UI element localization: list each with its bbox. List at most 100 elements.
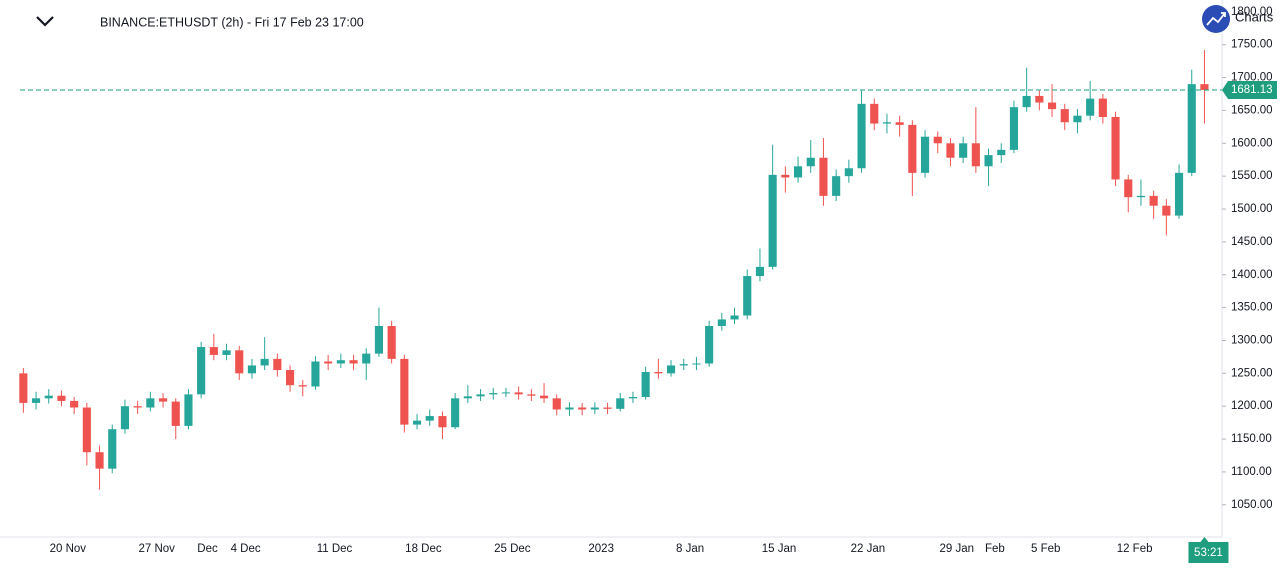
candle-body (793, 166, 803, 178)
candle-body (95, 452, 104, 469)
candle-body (616, 398, 625, 409)
candle-body (578, 407, 587, 410)
candle-body (590, 407, 599, 410)
candle-body (1111, 116, 1120, 180)
candle-body (1136, 195, 1146, 198)
candle-body (197, 347, 206, 395)
y-tick-label: 1500.00 (1231, 203, 1273, 215)
candle-body (1149, 195, 1158, 206)
candle-body (209, 347, 218, 355)
candle-body (628, 396, 638, 399)
collapse-chevron[interactable] (36, 16, 54, 27)
x-tick-label: 12 Feb (1117, 543, 1153, 555)
x-tick-label: 25 Dec (494, 543, 531, 555)
y-tick-label: 1100.00 (1231, 466, 1272, 478)
countdown-label: 53:21 (1194, 547, 1223, 559)
candle-body (1047, 102, 1057, 110)
candle-body (489, 393, 498, 395)
y-tick-label: 1250.00 (1231, 367, 1273, 379)
candle-body (984, 155, 993, 167)
candle-body (1073, 115, 1082, 123)
candle-body (946, 143, 955, 158)
candle-body (730, 315, 739, 320)
candle-body (19, 373, 28, 403)
candle-body (425, 416, 434, 421)
countdown-tag (1188, 537, 1229, 563)
y-tick-label: 1750.00 (1231, 39, 1273, 51)
chart-title: BINANCE:ETHUSDT (2h) - Fri 17 Feb 23 17:… (100, 15, 364, 29)
candle-body (133, 406, 142, 408)
candle-body (70, 400, 79, 408)
y-tick-label: 1400.00 (1231, 269, 1273, 281)
candle-body (400, 358, 409, 425)
y-tick-label: 1350.00 (1231, 302, 1273, 314)
candle-body (933, 136, 942, 144)
y-tick-label: 1150.00 (1231, 433, 1272, 445)
candle-body (971, 143, 980, 167)
x-tick-label: 22 Jan (851, 543, 886, 555)
x-tick-label: 8 Jan (676, 543, 704, 555)
x-tick-label: 29 Jan (940, 543, 975, 555)
candle-body (666, 365, 676, 374)
candle-body (260, 358, 269, 366)
candle-body (362, 353, 371, 364)
candle-body (768, 174, 777, 267)
candle-body (527, 394, 536, 396)
candle-body (235, 350, 244, 374)
candle-body (298, 385, 307, 387)
candle-body (997, 149, 1006, 156)
candle-body (908, 124, 917, 173)
candle-body (514, 392, 523, 395)
last-price-label: 1681.13 (1231, 84, 1273, 96)
candle-body (451, 398, 460, 428)
candle-body (1174, 172, 1184, 216)
y-tick-label: 1300.00 (1231, 335, 1273, 347)
candle-body (819, 157, 828, 196)
candle-body (857, 103, 866, 169)
last-price-tag (1222, 80, 1277, 99)
candle-body (374, 326, 384, 354)
candle-body (273, 358, 282, 371)
candle-body (832, 176, 841, 196)
candle-body (654, 372, 663, 374)
candle-body (1086, 98, 1095, 116)
y-tick-label: 1050.00 (1231, 499, 1273, 511)
y-tick-label: 1450.00 (1231, 236, 1273, 248)
candle-body (184, 394, 193, 426)
candle-body (158, 398, 168, 402)
y-tick-label: 1700.00 (1231, 72, 1273, 84)
x-tick-label: 11 Dec (317, 543, 353, 555)
candle-body (146, 398, 155, 408)
y-tick-label: 1800.00 (1231, 6, 1273, 18)
candle-body (324, 361, 333, 364)
candle-body (349, 360, 358, 364)
x-tick-label: 18 Dec (405, 543, 442, 555)
candle-body (476, 394, 485, 397)
candle-body (705, 326, 714, 364)
candle-body (539, 395, 549, 399)
candle-body (501, 392, 511, 394)
candle-body (1009, 107, 1019, 150)
candle-body (959, 143, 968, 158)
x-tick-label: 15 Jan (762, 543, 797, 555)
candle-body (603, 407, 612, 409)
x-tick-label: Dec (197, 543, 218, 555)
candle-body (311, 361, 320, 387)
candle-body (1200, 84, 1209, 90)
candle-body (285, 370, 295, 386)
brand-logo[interactable] (1202, 5, 1230, 33)
candle-body (895, 122, 904, 125)
candle-body (108, 429, 117, 469)
candle-body (552, 398, 561, 410)
candle-body (844, 168, 853, 177)
candle-body (1098, 98, 1107, 117)
candle-body (1162, 205, 1171, 216)
candle-body (82, 407, 91, 453)
candle-body (57, 395, 66, 401)
y-tick-label: 1200.00 (1231, 400, 1273, 412)
brand-logo-icon (1206, 12, 1226, 26)
candle-body (463, 396, 472, 399)
